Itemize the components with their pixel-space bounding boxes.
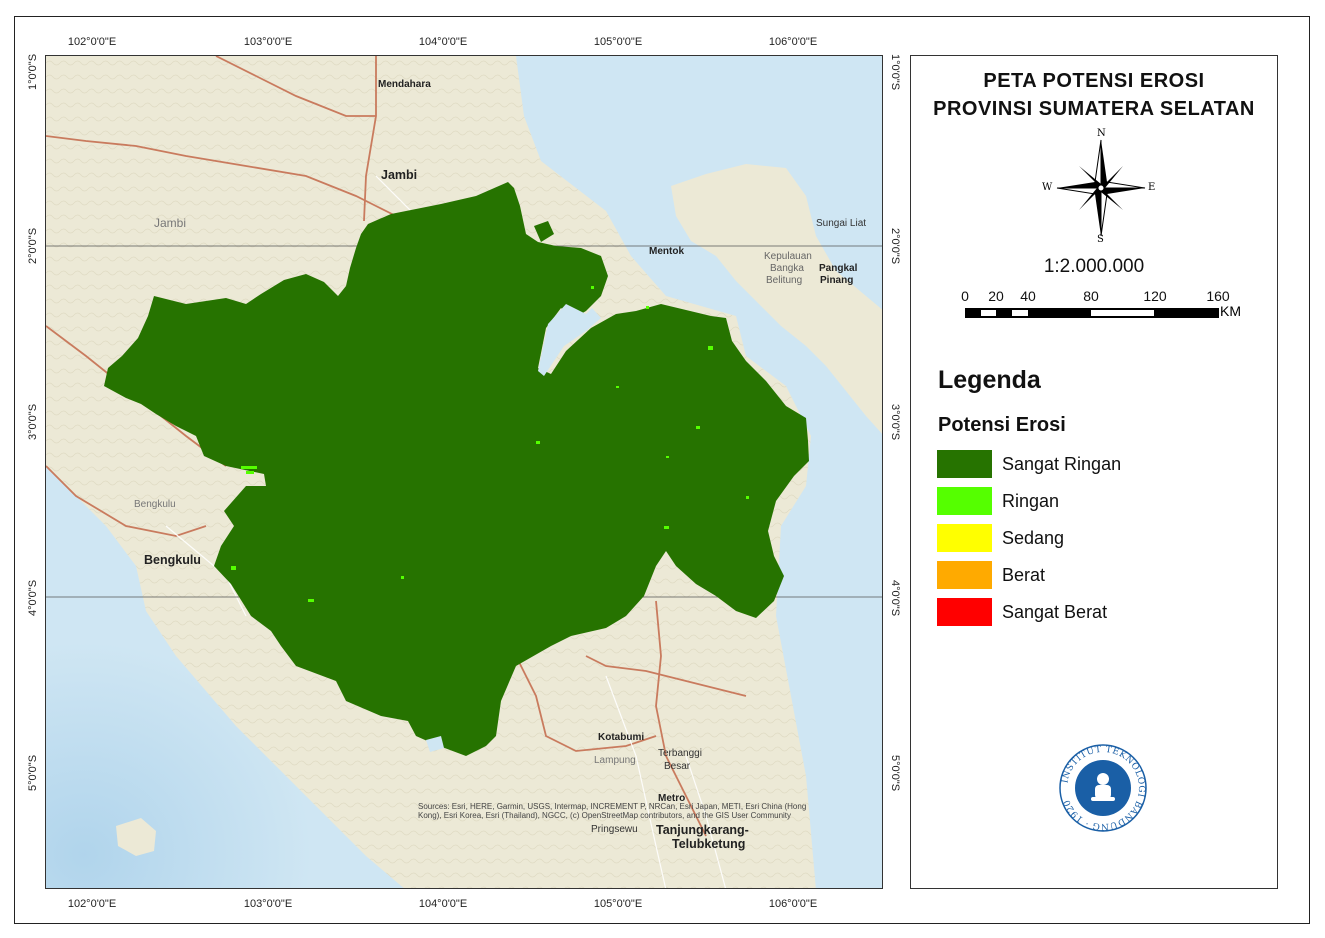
province-sumatera-selatan (104, 182, 809, 756)
lon-label-top: 106°0'0"E (768, 36, 818, 48)
place-metro: Metro (658, 793, 686, 804)
map-canvas[interactable]: Mendahara Jambi Jambi Mentok Sungai Liat… (45, 55, 883, 889)
itb-logo: INSTITUT TEKNOLOGI BANDUNG · 1920 (1059, 744, 1147, 832)
lon-label-bottom: 105°0'0"E (593, 898, 643, 910)
lat-label-left: 2°0'0"S (27, 227, 39, 265)
legend-title: Legenda (938, 366, 1041, 394)
legend-label: Sangat Ringan (1002, 454, 1122, 474)
place-bengkulu-city: Bengkulu (144, 553, 201, 567)
lon-label-bottom: 106°0'0"E (768, 898, 818, 910)
scale-label: 80 (1083, 288, 1099, 304)
place-pinang: Pinang (820, 275, 854, 286)
scale-unit: KM (1220, 303, 1241, 319)
lat-label-left: 1°0'0"S (27, 53, 39, 91)
north-arrow-icon (1056, 139, 1146, 237)
legend-swatch (937, 487, 992, 515)
legend-swatch (937, 598, 992, 626)
map-title-line1: PETA POTENSI EROSI (983, 70, 1205, 92)
lat-label-right: 1°0'0"S (889, 53, 901, 91)
legend-label: Sedang (1002, 528, 1065, 548)
lat-label-right: 3°0'0"S (889, 403, 901, 441)
legend-label: Berat (1002, 565, 1046, 585)
west-label: W (1042, 182, 1053, 193)
south-label: S (1097, 234, 1104, 245)
small-island (116, 818, 156, 856)
scale-bar (965, 308, 1219, 318)
lon-label-top: 103°0'0"E (243, 36, 293, 48)
place-terbanggi: Terbanggi (658, 748, 702, 759)
legend-subtitle: Potensi Erosi (938, 414, 1066, 436)
lon-label-bottom: 103°0'0"E (243, 898, 293, 910)
lon-label-top: 104°0'0"E (418, 36, 468, 48)
ringan-patches (231, 286, 749, 602)
place-pringsewu: Pringsewu (591, 824, 638, 835)
place-kepulauan: Kepulauan (764, 251, 812, 262)
place-tanjungkarang: Tanjungkarang- (656, 823, 749, 837)
rivers (426, 304, 601, 752)
place-belitung: Belitung (766, 275, 803, 286)
place-bengkulu-province: Bengkulu (134, 499, 176, 510)
lon-label-top: 102°0'0"E (67, 36, 117, 48)
place-telubketung: Telubketung (672, 837, 746, 851)
place-pangkal: Pangkal (819, 263, 858, 274)
lat-label-left: 5°0'0"S (27, 754, 39, 792)
scale-label: 160 (1206, 288, 1230, 304)
lat-label-left: 4°0'0"S (27, 579, 39, 617)
map-title-line2: PROVINSI SUMATERA SELATAN (933, 98, 1255, 120)
legend-swatch (937, 450, 992, 478)
bangka-island (671, 164, 882, 434)
place-bangka: Bangka (770, 263, 804, 274)
place-mendahara: Mendahara (378, 79, 431, 90)
legend-swatch (937, 524, 992, 552)
place-jambi-province: Jambi (154, 216, 187, 230)
map-panel: PETA POTENSI EROSI PROVINSI SUMATERA SEL… (910, 55, 1278, 889)
province-islet (534, 221, 554, 242)
place-sungai-liat: Sungai Liat (816, 218, 867, 229)
lon-label-bottom: 104°0'0"E (418, 898, 468, 910)
lon-label-top: 105°0'0"E (593, 36, 643, 48)
lat-label-right: 5°0'0"S (889, 754, 901, 792)
scale-label: 0 (961, 288, 969, 304)
basemap (46, 56, 882, 888)
place-mentok: Mentok (649, 246, 684, 257)
place-lampung: Lampung (594, 755, 636, 766)
scale-ratio: 1:2.000.000 (1043, 256, 1145, 277)
lat-label-right: 4°0'0"S (889, 579, 901, 617)
place-kotabumi: Kotabumi (598, 732, 645, 743)
lat-label-left: 3°0'0"S (27, 403, 39, 441)
lon-label-bottom: 102°0'0"E (67, 898, 117, 910)
map-attribution: Sources: Esri, HERE, Garmin, USGS, Inter… (418, 802, 807, 820)
east-label: E (1148, 182, 1156, 193)
place-jambi-city: Jambi (381, 168, 418, 182)
scale-label: 20 (988, 288, 1004, 304)
north-label: N (1097, 128, 1106, 139)
place-besar: Besar (664, 761, 691, 772)
lat-label-right: 2°0'0"S (889, 227, 901, 265)
scale-label: 120 (1143, 288, 1167, 304)
legend-label: Ringan (1002, 491, 1060, 511)
legend-label: Sangat Berat (1002, 602, 1108, 622)
map-frame (14, 16, 1310, 924)
legend-swatch (937, 561, 992, 589)
scale-label: 40 (1020, 288, 1036, 304)
